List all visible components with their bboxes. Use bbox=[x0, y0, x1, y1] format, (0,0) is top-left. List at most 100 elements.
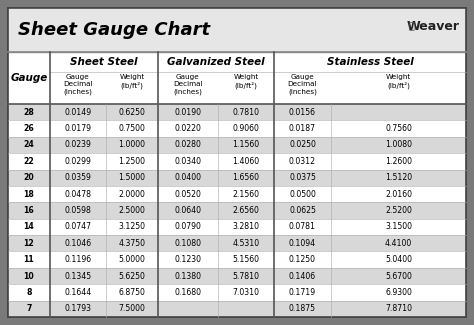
Text: 16: 16 bbox=[24, 206, 35, 215]
Text: 1.6560: 1.6560 bbox=[233, 173, 259, 182]
FancyBboxPatch shape bbox=[8, 268, 466, 284]
Text: 1.2600: 1.2600 bbox=[385, 157, 412, 166]
Text: 0.0149: 0.0149 bbox=[64, 108, 91, 117]
Text: 7.8710: 7.8710 bbox=[385, 304, 412, 313]
FancyBboxPatch shape bbox=[8, 186, 466, 202]
FancyBboxPatch shape bbox=[8, 8, 466, 52]
Text: 5.1560: 5.1560 bbox=[233, 255, 259, 264]
Text: 5.6250: 5.6250 bbox=[118, 272, 146, 280]
Text: 0.1406: 0.1406 bbox=[289, 272, 316, 280]
Text: 0.0478: 0.0478 bbox=[64, 189, 91, 199]
Text: 3.1500: 3.1500 bbox=[385, 222, 412, 231]
Text: 1.5120: 1.5120 bbox=[385, 173, 412, 182]
Text: 24: 24 bbox=[24, 140, 35, 150]
Text: Gauge
Decimal
(inches): Gauge Decimal (inches) bbox=[173, 74, 203, 95]
Text: 5.7810: 5.7810 bbox=[233, 272, 259, 280]
FancyBboxPatch shape bbox=[8, 202, 466, 219]
Text: Weight
(lb/ft²): Weight (lb/ft²) bbox=[386, 74, 411, 96]
Text: 0.7500: 0.7500 bbox=[118, 124, 146, 133]
Text: Galvanized Steel: Galvanized Steel bbox=[167, 57, 265, 67]
Text: 0.0280: 0.0280 bbox=[174, 140, 201, 150]
Text: Gauge
Decimal
(inches): Gauge Decimal (inches) bbox=[288, 74, 317, 95]
Text: 10: 10 bbox=[24, 272, 35, 280]
FancyBboxPatch shape bbox=[8, 120, 466, 137]
Text: 0.1196: 0.1196 bbox=[64, 255, 91, 264]
Text: 🚛: 🚛 bbox=[408, 20, 414, 30]
Text: 0.0187: 0.0187 bbox=[289, 124, 316, 133]
Text: 18: 18 bbox=[24, 189, 35, 199]
Text: 2.1560: 2.1560 bbox=[233, 189, 259, 199]
Text: 2.0000: 2.0000 bbox=[118, 189, 146, 199]
Text: 0.0179: 0.0179 bbox=[64, 124, 91, 133]
Text: 0.0190: 0.0190 bbox=[174, 108, 201, 117]
Text: Weaver: Weaver bbox=[407, 20, 460, 32]
Text: 11: 11 bbox=[24, 255, 35, 264]
Text: 0.0250: 0.0250 bbox=[289, 140, 316, 150]
Text: 0.1230: 0.1230 bbox=[174, 255, 201, 264]
Text: 0.0400: 0.0400 bbox=[174, 173, 201, 182]
Text: 0.1680: 0.1680 bbox=[174, 288, 201, 297]
Text: Gauge: Gauge bbox=[10, 73, 47, 83]
Text: 0.9060: 0.9060 bbox=[233, 124, 259, 133]
Text: Stainless Steel: Stainless Steel bbox=[327, 57, 413, 67]
Text: 0.1046: 0.1046 bbox=[64, 239, 91, 248]
Text: 2.5000: 2.5000 bbox=[118, 206, 146, 215]
FancyBboxPatch shape bbox=[8, 8, 466, 317]
Text: 7.0310: 7.0310 bbox=[233, 288, 259, 297]
Text: 7.5000: 7.5000 bbox=[118, 304, 146, 313]
Text: Gauge
Decimal
(inches): Gauge Decimal (inches) bbox=[63, 74, 93, 95]
Text: 2.0160: 2.0160 bbox=[385, 189, 412, 199]
Text: 26: 26 bbox=[24, 124, 35, 133]
Text: 1.4060: 1.4060 bbox=[232, 157, 260, 166]
Text: 6.8750: 6.8750 bbox=[118, 288, 146, 297]
Text: 12: 12 bbox=[24, 239, 35, 248]
Text: 0.0625: 0.0625 bbox=[289, 206, 316, 215]
Text: 7: 7 bbox=[27, 304, 32, 313]
Text: 0.0781: 0.0781 bbox=[289, 222, 316, 231]
Text: Weight
(lb/ft²): Weight (lb/ft²) bbox=[119, 74, 145, 96]
Text: 0.0312: 0.0312 bbox=[289, 157, 316, 166]
Text: 0.1080: 0.1080 bbox=[174, 239, 201, 248]
FancyBboxPatch shape bbox=[8, 52, 466, 104]
Text: 3.1250: 3.1250 bbox=[118, 222, 146, 231]
Text: 14: 14 bbox=[24, 222, 35, 231]
Text: 0.1719: 0.1719 bbox=[289, 288, 316, 297]
Text: 0.0340: 0.0340 bbox=[174, 157, 201, 166]
Text: 5.0400: 5.0400 bbox=[385, 255, 412, 264]
FancyBboxPatch shape bbox=[8, 284, 466, 301]
Text: 0.0747: 0.0747 bbox=[64, 222, 91, 231]
Text: 2.5200: 2.5200 bbox=[385, 206, 412, 215]
Text: 0.1875: 0.1875 bbox=[289, 304, 316, 313]
Text: 0.0299: 0.0299 bbox=[64, 157, 91, 166]
Text: 0.0239: 0.0239 bbox=[64, 140, 91, 150]
FancyBboxPatch shape bbox=[8, 104, 466, 120]
Text: 0.0640: 0.0640 bbox=[174, 206, 201, 215]
Text: Weight
(lb/ft²): Weight (lb/ft²) bbox=[233, 74, 259, 96]
Text: 20: 20 bbox=[24, 173, 35, 182]
Text: 0.0220: 0.0220 bbox=[174, 124, 201, 133]
FancyBboxPatch shape bbox=[8, 153, 466, 170]
Text: 4.3750: 4.3750 bbox=[118, 239, 146, 248]
Text: 0.0500: 0.0500 bbox=[289, 189, 316, 199]
Text: 0.0375: 0.0375 bbox=[289, 173, 316, 182]
Text: 0.1345: 0.1345 bbox=[64, 272, 91, 280]
FancyBboxPatch shape bbox=[8, 137, 466, 153]
Text: 1.0000: 1.0000 bbox=[118, 140, 146, 150]
Text: 0.0156: 0.0156 bbox=[289, 108, 316, 117]
Text: 5.0000: 5.0000 bbox=[118, 255, 146, 264]
Text: 0.6250: 0.6250 bbox=[118, 108, 146, 117]
Text: 1.1560: 1.1560 bbox=[232, 140, 260, 150]
Text: 0.0520: 0.0520 bbox=[174, 189, 201, 199]
Text: 28: 28 bbox=[24, 108, 35, 117]
Text: 2.6560: 2.6560 bbox=[233, 206, 259, 215]
Text: 3.2810: 3.2810 bbox=[233, 222, 259, 231]
FancyBboxPatch shape bbox=[8, 219, 466, 235]
Text: 22: 22 bbox=[24, 157, 35, 166]
Text: 0.1094: 0.1094 bbox=[289, 239, 316, 248]
Text: 1.2500: 1.2500 bbox=[118, 157, 146, 166]
Text: 0.1380: 0.1380 bbox=[174, 272, 201, 280]
FancyBboxPatch shape bbox=[8, 252, 466, 268]
FancyBboxPatch shape bbox=[8, 235, 466, 252]
Text: 1.0080: 1.0080 bbox=[385, 140, 412, 150]
Text: 4.5310: 4.5310 bbox=[232, 239, 260, 248]
